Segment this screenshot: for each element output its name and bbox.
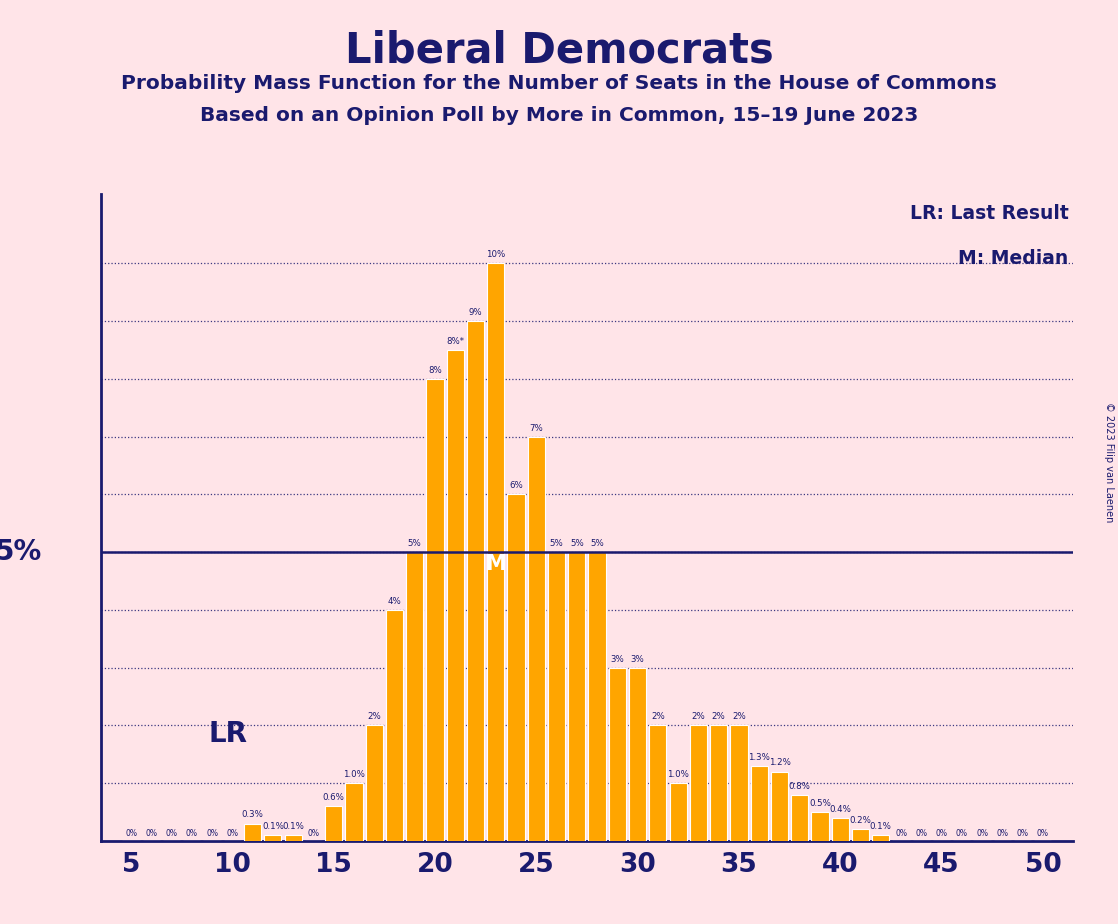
Bar	[467, 322, 484, 841]
Bar	[284, 835, 302, 841]
Text: 5%: 5%	[550, 539, 563, 548]
Text: 0%: 0%	[936, 829, 948, 838]
Bar	[487, 263, 504, 841]
Bar	[446, 350, 464, 841]
Text: 2%: 2%	[651, 712, 665, 722]
Bar	[608, 667, 626, 841]
Text: 0.1%: 0.1%	[262, 822, 284, 831]
Bar	[548, 553, 566, 841]
Text: 0%: 0%	[996, 829, 1008, 838]
Bar	[345, 784, 362, 841]
Text: 0%: 0%	[976, 829, 988, 838]
Bar	[650, 725, 666, 841]
Text: 0%: 0%	[916, 829, 927, 838]
Text: 0%: 0%	[145, 829, 158, 838]
Bar	[770, 772, 788, 841]
Bar	[872, 835, 890, 841]
Text: 3%: 3%	[610, 654, 624, 663]
Text: 0.3%: 0.3%	[241, 810, 264, 820]
Text: 0.2%: 0.2%	[850, 816, 871, 825]
Text: 4%: 4%	[388, 597, 401, 606]
Text: 0%: 0%	[1036, 829, 1049, 838]
Bar	[792, 795, 808, 841]
Bar	[406, 553, 424, 841]
Text: 2%: 2%	[368, 712, 381, 722]
Bar	[508, 494, 524, 841]
Text: 1.0%: 1.0%	[667, 770, 689, 779]
Bar	[264, 835, 282, 841]
Text: Liberal Democrats: Liberal Democrats	[344, 30, 774, 71]
Text: 0.6%: 0.6%	[323, 793, 344, 802]
Text: 2%: 2%	[732, 712, 746, 722]
Bar	[568, 553, 586, 841]
Text: 0.1%: 0.1%	[870, 822, 892, 831]
Text: 9%: 9%	[468, 308, 482, 317]
Text: 8%*: 8%*	[446, 337, 464, 346]
Text: 2%: 2%	[712, 712, 726, 722]
Text: 5%: 5%	[590, 539, 604, 548]
Bar	[832, 818, 849, 841]
Text: © 2023 Filip van Laenen: © 2023 Filip van Laenen	[1105, 402, 1114, 522]
Text: 0%: 0%	[226, 829, 238, 838]
Text: 0%: 0%	[956, 829, 968, 838]
Text: 10%: 10%	[486, 250, 505, 260]
Bar	[710, 725, 728, 841]
Text: 0.5%: 0.5%	[809, 799, 831, 808]
Bar	[670, 784, 686, 841]
Bar	[366, 725, 382, 841]
Bar	[386, 610, 404, 841]
Text: 6%: 6%	[509, 481, 523, 491]
Text: 2%: 2%	[692, 712, 705, 722]
Text: 0%: 0%	[206, 829, 218, 838]
Text: M: Median: M: Median	[958, 249, 1069, 268]
Bar	[426, 379, 444, 841]
Bar	[812, 812, 828, 841]
Bar	[750, 766, 768, 841]
Text: 0.8%: 0.8%	[789, 782, 811, 791]
Bar	[325, 806, 342, 841]
Text: 0%: 0%	[186, 829, 198, 838]
Text: 1.2%: 1.2%	[768, 759, 790, 768]
Text: 0%: 0%	[165, 829, 178, 838]
Text: 0%: 0%	[307, 829, 320, 838]
Text: 0%: 0%	[125, 829, 138, 838]
Text: Probability Mass Function for the Number of Seats in the House of Commons: Probability Mass Function for the Number…	[121, 74, 997, 93]
Text: 0%: 0%	[1016, 829, 1029, 838]
Text: 1.0%: 1.0%	[343, 770, 364, 779]
Text: 0%: 0%	[896, 829, 907, 838]
Bar	[528, 437, 544, 841]
Text: M: M	[485, 553, 506, 574]
Text: LR: LR	[208, 721, 247, 748]
Text: 0.1%: 0.1%	[282, 822, 304, 831]
Text: 3%: 3%	[631, 654, 644, 663]
Bar	[588, 553, 606, 841]
Text: LR: Last Result: LR: Last Result	[910, 204, 1069, 223]
Text: 5%: 5%	[0, 538, 42, 566]
Text: 0.4%: 0.4%	[830, 805, 851, 814]
Text: 5%: 5%	[408, 539, 421, 548]
Bar	[690, 725, 707, 841]
Text: 1.3%: 1.3%	[748, 753, 770, 761]
Bar	[629, 667, 646, 841]
Text: 8%: 8%	[428, 366, 442, 375]
Bar	[730, 725, 748, 841]
Bar	[852, 830, 869, 841]
Text: Based on an Opinion Poll by More in Common, 15–19 June 2023: Based on an Opinion Poll by More in Comm…	[200, 106, 918, 126]
Text: 7%: 7%	[530, 423, 543, 432]
Bar	[244, 823, 262, 841]
Text: 5%: 5%	[570, 539, 584, 548]
